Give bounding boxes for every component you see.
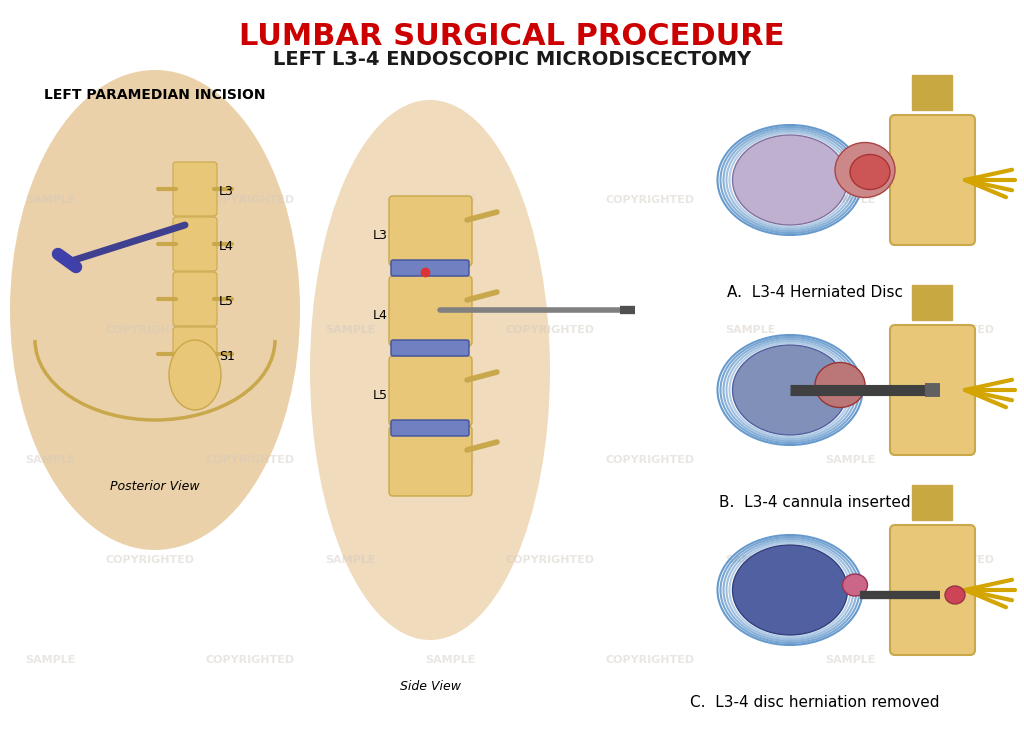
- Ellipse shape: [945, 586, 965, 604]
- Text: Posterior View: Posterior View: [111, 480, 200, 493]
- Text: SAMPLE: SAMPLE: [725, 555, 775, 565]
- Text: COPYRIGHTED: COPYRIGHTED: [506, 325, 595, 335]
- Bar: [912, 485, 952, 520]
- Text: L5: L5: [219, 294, 234, 308]
- Text: C.  L3-4 disc herniation removed: C. L3-4 disc herniation removed: [690, 695, 940, 710]
- FancyBboxPatch shape: [389, 196, 472, 266]
- Text: L4: L4: [373, 308, 388, 322]
- Text: S1: S1: [219, 349, 234, 363]
- Text: SAMPLE: SAMPLE: [824, 195, 876, 205]
- Text: SAMPLE: SAMPLE: [325, 555, 375, 565]
- Text: A.  L3-4 Herniated Disc: A. L3-4 Herniated Disc: [727, 285, 903, 300]
- Text: SAMPLE: SAMPLE: [824, 455, 876, 465]
- FancyBboxPatch shape: [173, 327, 217, 381]
- FancyBboxPatch shape: [389, 276, 472, 346]
- Text: SAMPLE: SAMPLE: [725, 325, 775, 335]
- Text: COPYRIGHTED: COPYRIGHTED: [506, 555, 595, 565]
- Ellipse shape: [732, 345, 848, 435]
- FancyBboxPatch shape: [389, 356, 472, 426]
- Text: COPYRIGHTED: COPYRIGHTED: [105, 325, 195, 335]
- FancyBboxPatch shape: [890, 525, 975, 655]
- Ellipse shape: [835, 142, 895, 197]
- FancyBboxPatch shape: [173, 217, 217, 271]
- Text: L5: L5: [373, 388, 388, 402]
- Text: COPYRIGHTED: COPYRIGHTED: [605, 195, 694, 205]
- FancyBboxPatch shape: [173, 272, 217, 326]
- Text: L3: L3: [219, 185, 233, 197]
- Ellipse shape: [169, 340, 221, 410]
- Ellipse shape: [732, 135, 848, 225]
- FancyBboxPatch shape: [890, 325, 975, 455]
- Ellipse shape: [10, 70, 300, 550]
- Text: LUMBAR SURGICAL PROCEDURE: LUMBAR SURGICAL PROCEDURE: [240, 22, 784, 51]
- Text: COPYRIGHTED: COPYRIGHTED: [605, 655, 694, 665]
- Ellipse shape: [843, 574, 867, 596]
- Text: SAMPLE: SAMPLE: [25, 195, 75, 205]
- Ellipse shape: [850, 154, 890, 189]
- FancyBboxPatch shape: [389, 426, 472, 496]
- Text: Side View: Side View: [399, 680, 461, 693]
- FancyBboxPatch shape: [890, 115, 975, 245]
- Ellipse shape: [732, 545, 848, 635]
- Text: SAMPLE: SAMPLE: [824, 655, 876, 665]
- Bar: [912, 75, 952, 110]
- Text: B.  L3-4 cannula inserted: B. L3-4 cannula inserted: [719, 495, 910, 510]
- Text: SAMPLE: SAMPLE: [425, 195, 475, 205]
- Text: L3: L3: [373, 229, 388, 241]
- Text: LEFT L3-4 ENDOSCOPIC MICRODISCECTOMY: LEFT L3-4 ENDOSCOPIC MICRODISCECTOMY: [273, 50, 751, 69]
- Text: COPYRIGHTED: COPYRIGHTED: [605, 455, 694, 465]
- Bar: [912, 285, 952, 320]
- Text: COPYRIGHTED: COPYRIGHTED: [905, 555, 994, 565]
- Text: SAMPLE: SAMPLE: [425, 655, 475, 665]
- FancyBboxPatch shape: [391, 260, 469, 276]
- Text: L4: L4: [219, 239, 233, 253]
- FancyBboxPatch shape: [391, 340, 469, 356]
- Text: LEFT PARAMEDIAN INCISION: LEFT PARAMEDIAN INCISION: [44, 88, 266, 102]
- FancyBboxPatch shape: [173, 162, 217, 216]
- Text: SAMPLE: SAMPLE: [425, 455, 475, 465]
- Text: COPYRIGHTED: COPYRIGHTED: [105, 555, 195, 565]
- Ellipse shape: [815, 363, 865, 408]
- Ellipse shape: [310, 100, 550, 640]
- Text: SAMPLE: SAMPLE: [25, 455, 75, 465]
- Text: SAMPLE: SAMPLE: [25, 655, 75, 665]
- Text: SAMPLE: SAMPLE: [325, 325, 375, 335]
- Text: COPYRIGHTED: COPYRIGHTED: [905, 325, 994, 335]
- Text: COPYRIGHTED: COPYRIGHTED: [206, 455, 295, 465]
- FancyBboxPatch shape: [391, 420, 469, 436]
- Text: COPYRIGHTED: COPYRIGHTED: [206, 195, 295, 205]
- Text: COPYRIGHTED: COPYRIGHTED: [206, 655, 295, 665]
